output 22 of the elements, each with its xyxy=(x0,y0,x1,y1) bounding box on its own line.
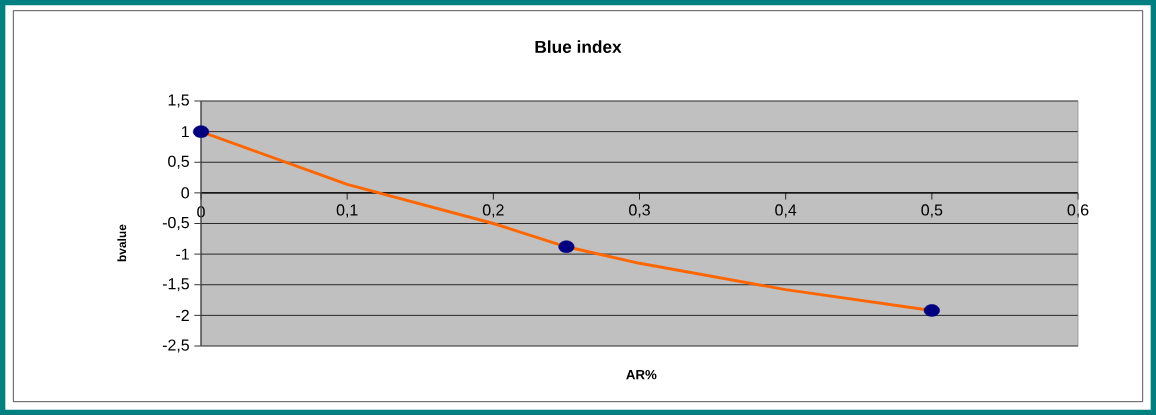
chart-title: Blue index xyxy=(535,40,622,54)
x-tick-label: 0,2 xyxy=(482,204,504,218)
x-tick-label: 0,1 xyxy=(336,204,358,218)
y-axis-title: bvalue xyxy=(117,224,127,262)
y-tick-label: -0,5 xyxy=(162,216,189,231)
x-tick-label: 0,3 xyxy=(629,204,650,218)
x-tick-label: 0,5 xyxy=(921,204,943,218)
y-tick-label: 0,5 xyxy=(168,155,189,169)
y-tick-label: -2,5 xyxy=(162,339,189,353)
x-axis-title: AR% xyxy=(626,369,657,380)
y-tick-label: -2 xyxy=(176,309,189,321)
y-tick-label: 1,5 xyxy=(168,94,189,108)
point xyxy=(923,304,940,317)
x-tick-label: 0 xyxy=(197,206,205,218)
point xyxy=(192,125,210,138)
point xyxy=(558,240,575,254)
y-tick-label: 0 xyxy=(181,187,190,199)
y-tick-label: -1 xyxy=(176,248,189,260)
x-tick-label: 0,6 xyxy=(1067,204,1089,218)
y-tick-label: 1 xyxy=(181,126,189,138)
x-tick-label: 0,4 xyxy=(775,204,797,218)
y-tick-label: -1,5 xyxy=(162,278,189,292)
